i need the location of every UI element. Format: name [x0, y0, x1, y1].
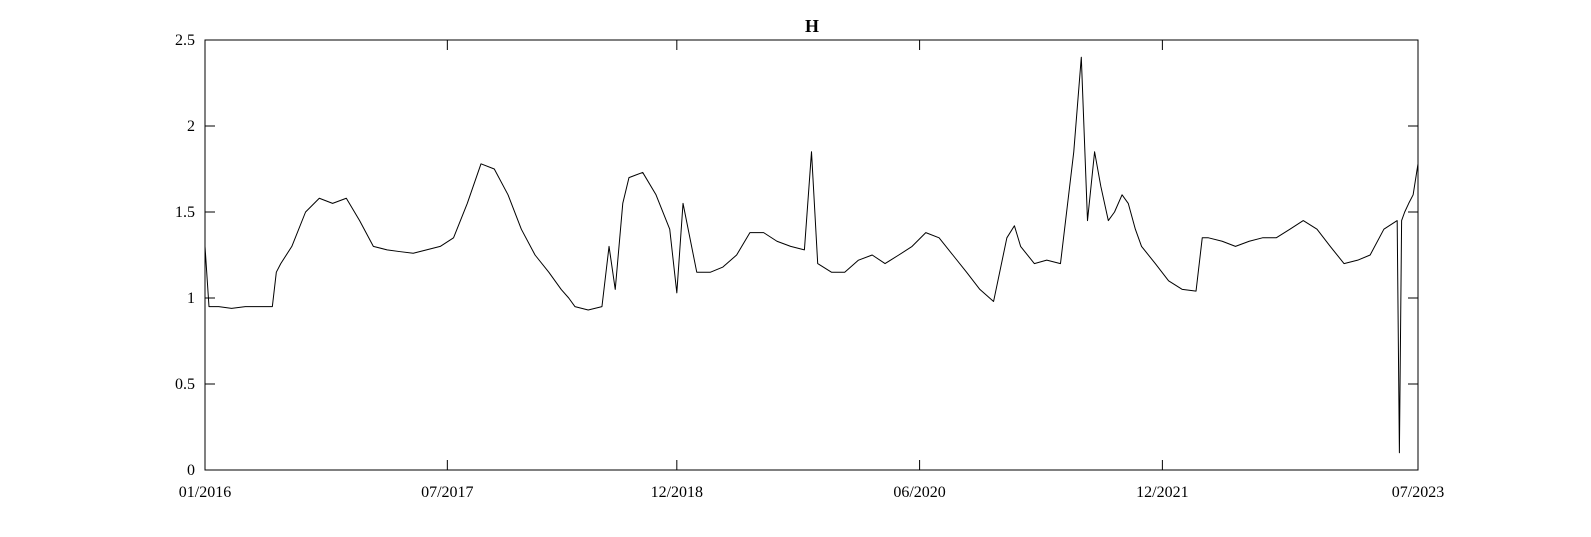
- x-tick-label: 07/2023: [1392, 484, 1444, 501]
- y-tick-label: 1: [187, 290, 195, 307]
- chart-title: H: [805, 16, 819, 36]
- y-tick-label: 0.5: [175, 376, 195, 393]
- y-tick-label: 1.5: [175, 204, 195, 221]
- x-tick-label: 12/2021: [1136, 484, 1188, 501]
- y-tick-label: 2: [187, 118, 195, 135]
- y-tick-label: 2.5: [175, 32, 195, 49]
- x-tick-label: 01/2016: [179, 484, 231, 501]
- y-tick-label: 0: [187, 462, 195, 479]
- plot-area-frame: [204, 39, 1419, 471]
- x-tick-label: 06/2020: [893, 484, 945, 501]
- series-line: [204, 56, 1419, 454]
- x-tick-label: 12/2018: [651, 484, 703, 501]
- y-axis: 0 0.5 1 1.5 2 2.5: [175, 32, 1418, 479]
- x-tick-label: 07/2017: [421, 484, 473, 501]
- x-axis: 01/2016 07/2017 12/2018 06/2020 12/2021 07/20…: [179, 40, 1444, 501]
- series-layer: [204, 56, 1419, 454]
